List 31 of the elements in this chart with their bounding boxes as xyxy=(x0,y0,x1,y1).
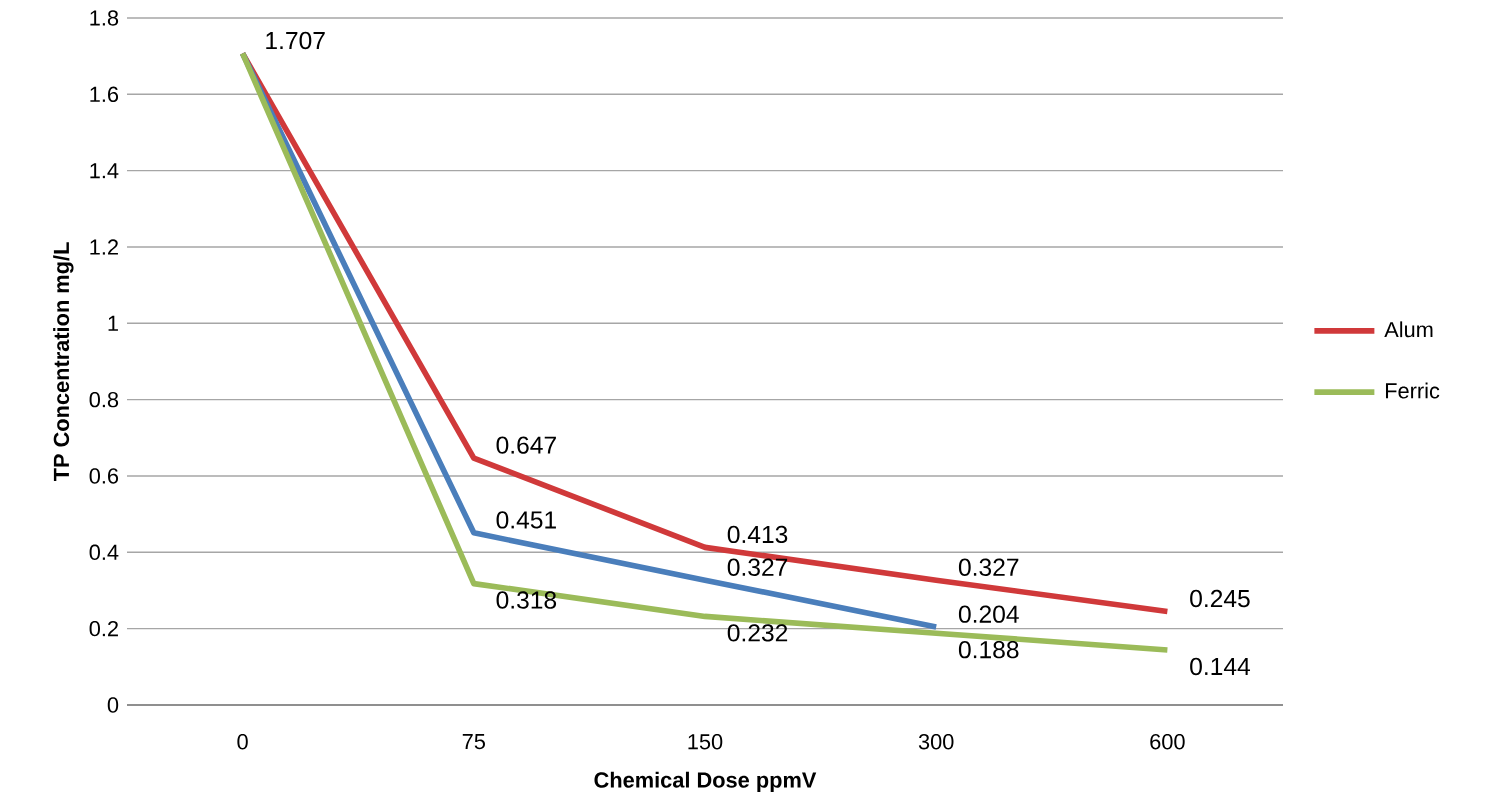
x-axis-title: Chemical Dose ppmV xyxy=(594,771,817,793)
x-tick-label: 600 xyxy=(1150,734,1185,750)
data-label: 0.647 xyxy=(496,436,556,454)
y-tick-label: 0 xyxy=(107,697,119,713)
y-tick-label: 1.8 xyxy=(90,10,119,26)
x-tick-label: 300 xyxy=(918,734,954,750)
y-tick-label: 1 xyxy=(108,315,118,331)
y-tick-label: 1.2 xyxy=(90,239,118,255)
data-label: 0.327 xyxy=(727,558,788,576)
y-tick-label: 0.8 xyxy=(89,391,119,408)
data-label: 0.144 xyxy=(1190,657,1251,676)
legend-label: Alum xyxy=(1384,321,1433,338)
data-label: 0.451 xyxy=(496,511,556,529)
y-axis-title: TP Concentration mg/L xyxy=(53,242,74,482)
legend-label: Ferric xyxy=(1385,382,1440,399)
x-tick-label: 75 xyxy=(462,734,485,750)
y-tick-label: 1.6 xyxy=(90,86,119,103)
y-tick-label: 0.2 xyxy=(89,620,118,637)
y-tick-label: 0.6 xyxy=(89,468,119,484)
x-tick-label: 150 xyxy=(688,734,723,750)
data-label: 1.707 xyxy=(266,31,325,50)
data-label: 0.188 xyxy=(958,641,1019,659)
data-label: 0.232 xyxy=(727,624,788,642)
data-label: 0.327 xyxy=(958,558,1019,576)
x-tick-label: 0 xyxy=(237,734,248,750)
data-label: 0.245 xyxy=(1190,589,1250,608)
y-tick-label: 1.4 xyxy=(90,163,119,179)
data-label: 0.204 xyxy=(958,605,1019,623)
y-tick-label: 0.4 xyxy=(89,544,119,561)
data-label: 0.318 xyxy=(496,591,557,609)
data-label: 0.413 xyxy=(727,525,788,544)
